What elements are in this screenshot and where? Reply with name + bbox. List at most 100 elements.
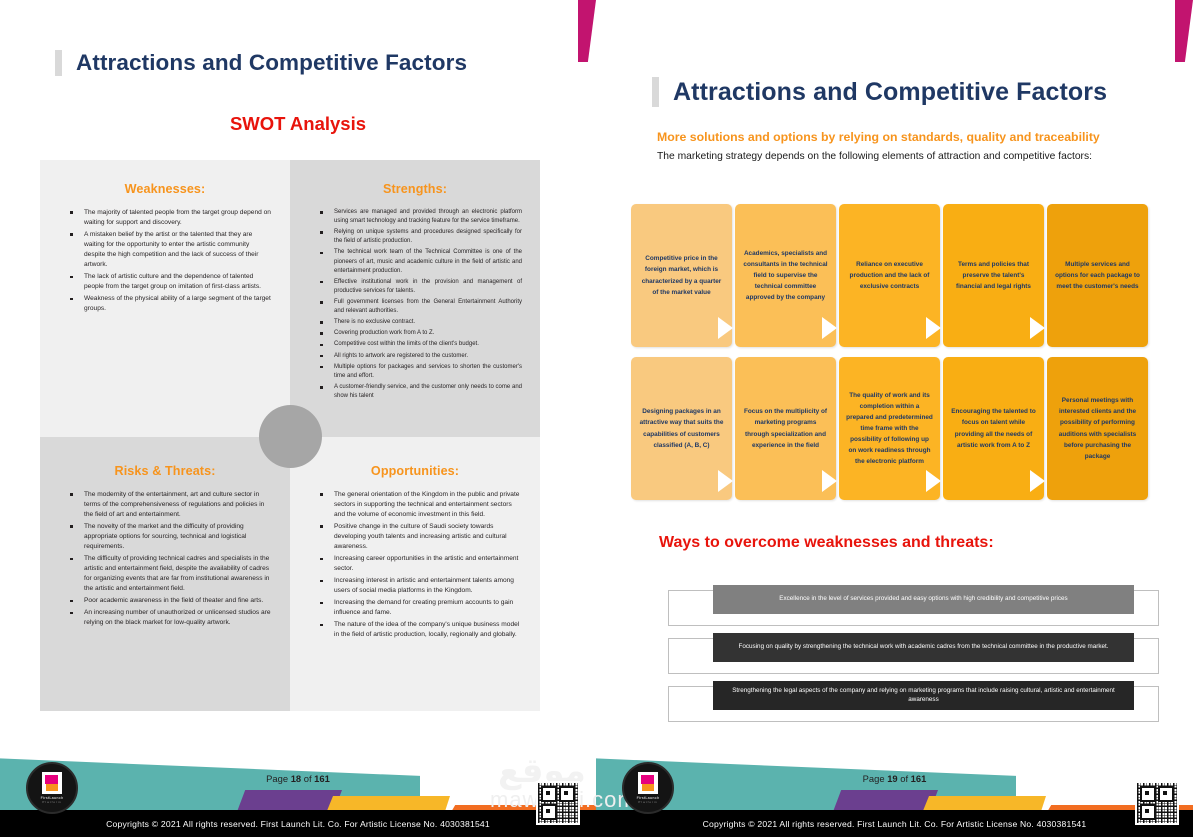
footer-black-bar [596,810,1193,837]
list-item: Full government licenses from the Genera… [318,298,522,316]
way-band-2[interactable]: Focusing on quality by strengthening the… [713,633,1134,662]
qr-finder-icon [1158,786,1174,802]
list-item: Covering production work from A to Z. [318,329,522,338]
opportunities-list: The general orientation of the Kingdom i… [302,490,528,640]
logo-mark-icon [638,772,658,794]
chevron-arrow-icon [1030,470,1045,492]
subtitle-orange: More solutions and options by relying on… [657,130,1100,144]
footer-left: FirstLaunch Platform Page 18 of 161 Copy… [0,750,596,837]
chevron-card-2-4[interactable]: Encouraging the talented to focus on tal… [943,357,1045,500]
swot-quadrant-risks-threats: Risks & Threats: The modernity of the en… [40,437,290,711]
swot-matrix: Weaknesses: The majority of talented peo… [40,160,540,711]
chevron-text: Academics, specialists and consultants i… [743,249,828,302]
list-item: An increasing number of unauthorized or … [68,608,272,628]
subtitle-black: The marketing strategy depends on the fo… [657,151,1092,162]
list-item: The general orientation of the Kingdom i… [318,490,522,520]
list-item: Weakness of the physical ability of a la… [68,294,272,314]
qr-code-right[interactable] [1135,781,1179,825]
page-current: 19 [887,773,898,784]
qr-finder-icon [541,804,557,820]
list-item: The modernity of the entertainment, art … [68,490,272,520]
title-accent-bar [652,77,659,107]
list-item: The technical work team of the Technical… [318,248,522,275]
chevron-arrow-icon [1030,317,1045,339]
chevron-card-1-5[interactable]: Multiple services and options for each p… [1047,204,1148,347]
way-band-1[interactable]: Excellence in the level of services prov… [713,585,1134,614]
way-row-1: Excellence in the level of services prov… [668,585,1159,626]
way-text: Excellence in the level of services prov… [779,595,1068,603]
list-item: Increasing interest in artistic and ente… [318,576,522,596]
list-item: There is no exclusive contract. [318,318,522,327]
page-total: 161 [910,773,927,784]
chevron-card-2-5[interactable]: Personal meetings with interested client… [1047,357,1148,500]
qr-finder-icon [541,786,557,802]
list-item: The lack of artistic culture and the dep… [68,272,272,292]
quadrant-heading-opportunities: Opportunities: [370,464,460,478]
qr-code-left[interactable] [536,781,580,825]
strengths-list: Services are managed and provided throug… [302,208,528,401]
chevron-text: Competitive price in the foreign market,… [641,255,722,296]
list-item: Poor academic awareness in the field of … [68,596,272,606]
quadrant-heading-risks-threats: Risks & Threats: [114,464,216,478]
chevron-text: Encouraging the talented to focus on tal… [951,408,1036,449]
qr-finder-icon [559,786,575,802]
list-item: Increasing career opportunities in the a… [318,554,522,574]
copyright-right: Copyrights © 2021 All rights reserved. F… [702,818,1087,829]
company-logo: FirstLaunch Platform [26,762,78,814]
chevron-text: Personal meetings with interested client… [1058,397,1137,460]
ways-list: Excellence in the level of services prov… [668,585,1159,734]
company-logo: FirstLaunch Platform [622,762,674,814]
chevron-row-2: Designing packages in an attractive way … [631,357,1148,500]
swot-analysis-title: SWOT Analysis [229,113,367,134]
qr-finder-icon [1140,804,1156,820]
weaknesses-list: The majority of talented people from the… [52,208,278,314]
chevron-card-1-1[interactable]: Competitive price in the foreign market,… [631,204,733,347]
chevron-text: Reliance on executive production and the… [849,260,930,290]
way-row-3: Strengthening the legal aspects of the c… [668,681,1159,722]
chevron-text: The quality of work and its completion w… [846,391,933,466]
logo-mark-icon [42,772,62,794]
chevron-arrow-icon [718,470,733,492]
chevron-card-2-3[interactable]: The quality of work and its completion w… [839,357,941,500]
chevron-card-1-3[interactable]: Reliance on executive production and the… [839,204,941,347]
page-left: Attractions and Competitive Factors SWOT… [0,0,596,837]
page-of: of [303,773,312,784]
quadrant-heading-weaknesses: Weaknesses: [124,182,206,196]
list-item: The nature of the idea of the company's … [318,620,522,640]
swot-quadrant-strengths: Strengths: Services are managed and prov… [290,160,540,437]
list-item: A customer-friendly service, and the cus… [318,383,522,401]
page-total: 161 [314,773,330,784]
list-item: Multiple options for packages and servic… [318,363,522,381]
quadrant-heading-strengths: Strengths: [383,182,447,196]
logo-name-line2: Platform [638,800,658,804]
swot-quadrant-weaknesses: Weaknesses: The majority of talented peo… [40,160,290,437]
chevron-card-2-2[interactable]: Focus on the multiplicity of marketing p… [735,357,837,500]
swot-quadrant-opportunities: Opportunities: The general orientation o… [290,437,540,711]
title-accent-bar [55,50,62,76]
logo-name-line1: FirstLaunch [636,796,660,800]
page-of: of [900,773,909,784]
chevron-arrow-icon [926,317,941,339]
way-band-3[interactable]: Strengthening the legal aspects of the c… [713,681,1134,710]
copyright-left: Copyrights © 2021 All rights reserved. F… [106,818,490,829]
chevron-card-1-2[interactable]: Academics, specialists and consultants i… [735,204,837,347]
swot-center-circle [259,405,322,468]
list-item: Services are managed and provided throug… [318,208,522,226]
qr-finder-icon [1140,786,1156,802]
footer-black-bar [0,810,596,837]
page-number-left: Page 18 of 161 [0,773,596,784]
chevron-card-2-1[interactable]: Designing packages in an attractive way … [631,357,733,500]
chevron-card-1-4[interactable]: Terms and policies that preserve the tal… [943,204,1045,347]
list-item: All rights to artwork are registered to … [318,352,522,361]
list-item: Increasing the demand for creating premi… [318,598,522,618]
way-text: Strengthening the legal aspects of the c… [732,686,1115,703]
risks-threats-list: The modernity of the entertainment, art … [52,490,278,628]
page-right: Attractions and Competitive Factors More… [596,0,1193,837]
left-page-header: Attractions and Competitive Factors [55,50,467,76]
logo-name-line1: FirstLaunch [40,796,64,800]
list-item: The majority of talented people from the… [68,208,272,228]
list-item: A mistaken belief by the artist or the t… [68,230,272,270]
page-current: 18 [290,773,302,784]
ways-to-overcome-title: Ways to overcome weaknesses and threats: [659,534,994,551]
page-title: Attractions and Competitive Factors [673,77,1108,106]
